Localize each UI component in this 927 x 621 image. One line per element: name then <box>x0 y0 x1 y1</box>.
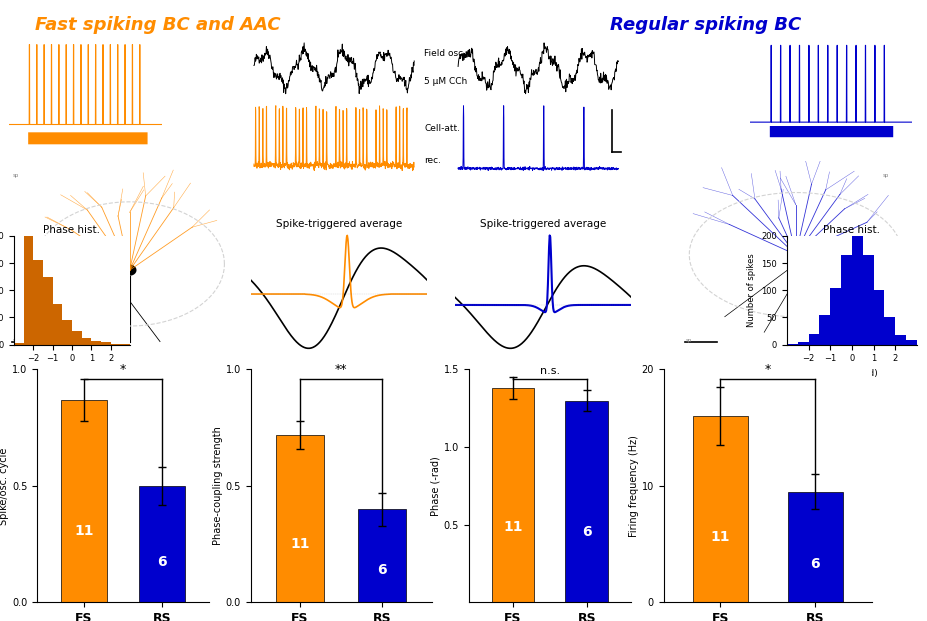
Bar <box>797 342 807 345</box>
Bar <box>787 492 842 602</box>
Y-axis label: Spike/osc. cycle: Spike/osc. cycle <box>0 447 9 525</box>
X-axis label: Phase (rad): Phase (rad) <box>46 369 97 378</box>
Bar <box>23 236 33 345</box>
Y-axis label: Phase-coupling strength: Phase-coupling strength <box>212 427 222 545</box>
Text: 6: 6 <box>581 525 590 539</box>
Y-axis label: Phase (-rad): Phase (-rad) <box>430 456 440 516</box>
Y-axis label: Firing frequency (Hz): Firing frequency (Hz) <box>628 435 638 537</box>
Bar <box>14 343 23 345</box>
Text: 6: 6 <box>809 556 819 571</box>
Text: 11: 11 <box>502 520 522 535</box>
Bar <box>82 338 91 345</box>
Bar <box>895 335 905 345</box>
Y-axis label: Number of spikes: Number of spikes <box>746 253 756 327</box>
Text: n.s.: n.s. <box>540 366 559 376</box>
Text: Cell-att.: Cell-att. <box>424 124 460 133</box>
Bar <box>275 435 324 602</box>
Text: sp: sp <box>882 173 888 178</box>
Bar <box>862 255 872 345</box>
Bar <box>110 343 121 345</box>
Title: Phase hist.: Phase hist. <box>44 225 100 235</box>
Title: Spike-triggered average: Spike-triggered average <box>479 219 605 229</box>
Text: *: * <box>764 363 770 376</box>
Polygon shape <box>788 249 802 260</box>
Bar <box>851 236 862 345</box>
Bar <box>61 400 107 602</box>
Bar <box>101 343 110 345</box>
Text: Field osc.: Field osc. <box>424 49 465 58</box>
Bar <box>692 416 747 602</box>
Text: 6: 6 <box>157 555 167 569</box>
Bar <box>830 288 840 345</box>
Bar <box>33 260 43 345</box>
Bar <box>139 486 184 602</box>
Text: 5 μM CCh: 5 μM CCh <box>424 76 467 86</box>
Bar <box>358 509 406 602</box>
Bar <box>91 341 101 345</box>
Bar <box>43 277 53 345</box>
Text: Fast spiking BC and AAC: Fast spiking BC and AAC <box>35 16 280 34</box>
Bar <box>491 388 534 602</box>
Bar <box>819 315 830 345</box>
Title: Spike-triggered average: Spike-triggered average <box>275 219 401 229</box>
Text: sp: sp <box>12 173 19 178</box>
Bar <box>905 340 916 345</box>
Bar <box>565 401 607 602</box>
Text: **: ** <box>335 363 347 376</box>
Bar <box>872 291 883 345</box>
Text: 11: 11 <box>710 530 730 544</box>
Text: Regular spiking BC: Regular spiking BC <box>609 16 800 34</box>
Text: 6: 6 <box>377 563 387 577</box>
Bar <box>53 304 62 345</box>
Bar <box>72 331 82 345</box>
Text: *: * <box>120 363 126 376</box>
Bar <box>883 317 895 345</box>
Text: 11: 11 <box>290 537 310 551</box>
Bar <box>786 343 797 345</box>
Text: sp: sp <box>685 338 691 343</box>
Text: sp: sp <box>12 338 19 343</box>
Title: Phase hist.: Phase hist. <box>822 225 880 235</box>
Bar <box>807 333 819 345</box>
Bar <box>62 320 72 345</box>
Text: rec.: rec. <box>424 156 440 165</box>
Polygon shape <box>122 265 136 276</box>
Text: 11: 11 <box>74 525 94 538</box>
X-axis label: Phase (rad): Phase (rad) <box>825 369 877 378</box>
Bar <box>840 255 851 345</box>
